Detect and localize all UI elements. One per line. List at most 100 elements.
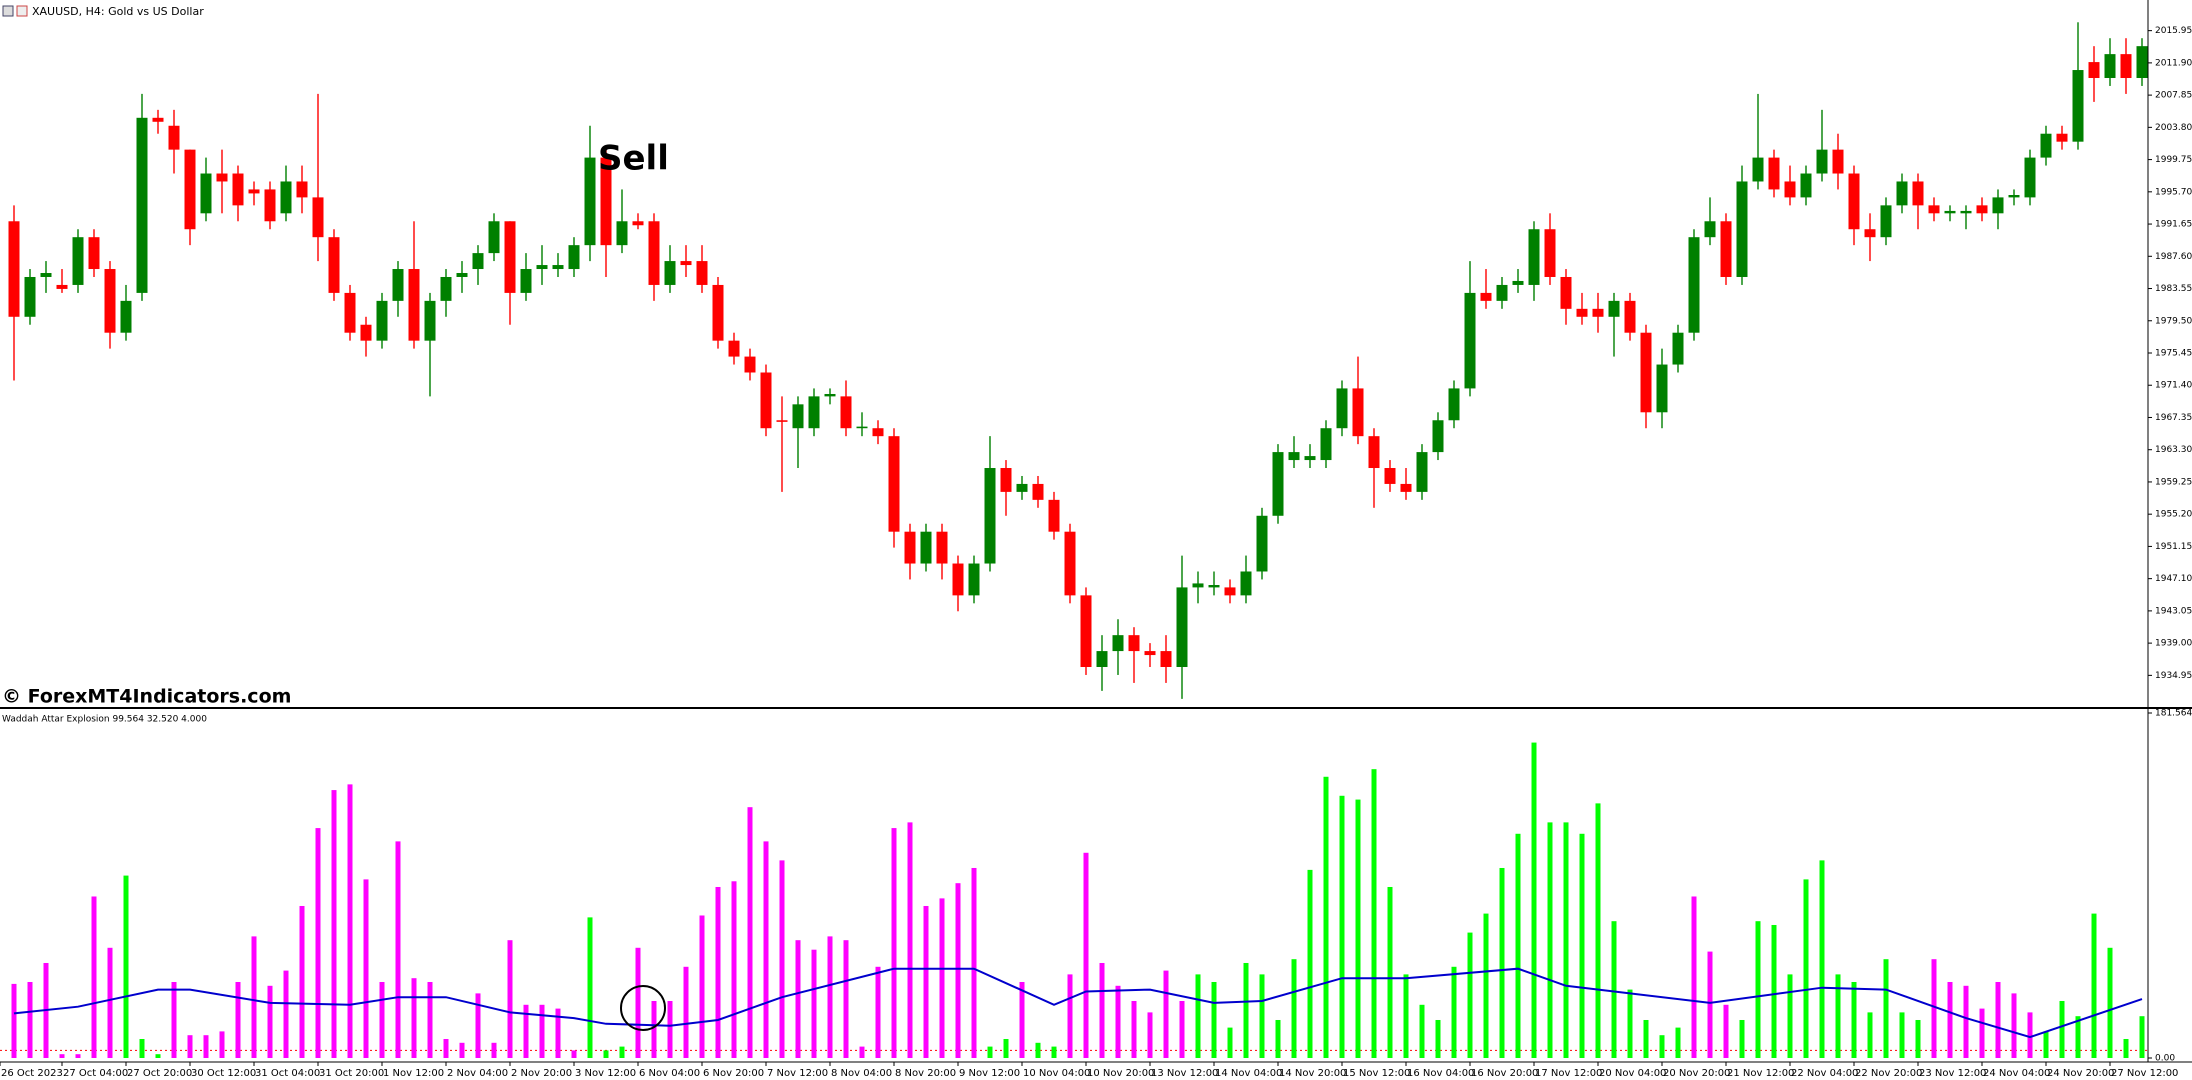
y-tick-label: 1959.25: [2155, 477, 2192, 487]
chart-title: XAUUSD, H4: Gold vs US Dollar: [32, 5, 204, 18]
histogram-bar: [1755, 921, 1761, 1058]
candle-body: [568, 245, 580, 270]
candle-body: [8, 221, 20, 317]
histogram-bar: [1003, 1038, 1009, 1058]
x-tick-label: 2 Nov 04:00: [447, 1068, 508, 1079]
histogram-bar: [699, 915, 705, 1058]
x-tick-label: 7 Nov 12:00: [767, 1068, 828, 1079]
histogram-bar: [2123, 1038, 2129, 1058]
candle-body: [1464, 292, 1476, 389]
x-tick-label: 2 Nov 20:00: [511, 1068, 572, 1079]
histogram-bar: [1563, 822, 1569, 1058]
candle-body: [152, 117, 164, 122]
histogram-bar: [1979, 1008, 1985, 1058]
histogram-bar: [171, 981, 177, 1058]
candle-body: [1656, 364, 1668, 413]
y-tick-label: 2003.80: [2155, 123, 2192, 133]
candle-body: [1512, 280, 1524, 285]
candle-body: [392, 269, 404, 301]
y-tick-label: 1955.20: [2155, 510, 2192, 520]
candle-body: [1304, 456, 1316, 461]
candle-body: [1336, 388, 1348, 429]
candle-body: [552, 265, 564, 270]
candle-body: [1720, 221, 1732, 277]
histogram-bar: [91, 896, 97, 1058]
histogram-bar: [539, 1004, 545, 1058]
candle-body: [808, 396, 820, 429]
y-tick-label: 1967.35: [2155, 413, 2192, 423]
candle-body: [1752, 157, 1764, 182]
candle-body: [2008, 195, 2020, 198]
x-tick-label: 6 Nov 20:00: [703, 1068, 764, 1079]
x-tick-label: 20 Nov 04:00: [1599, 1068, 1666, 1079]
histogram-bar: [1659, 1035, 1665, 1058]
histogram-bar: [1611, 921, 1617, 1058]
candle-body: [504, 221, 516, 293]
candle-body: [936, 531, 948, 564]
candle-body: [168, 125, 180, 150]
candle-body: [1256, 515, 1268, 572]
x-tick-label: 8 Nov 04:00: [831, 1068, 892, 1079]
candle-body: [1368, 436, 1380, 469]
histogram-bar: [939, 898, 945, 1058]
histogram-bar: [379, 981, 385, 1058]
histogram-bar: [395, 841, 401, 1058]
x-tick-label: 16 Nov 04:00: [1407, 1068, 1474, 1079]
candle-body: [472, 253, 484, 270]
candle-body: [664, 261, 676, 285]
histogram-bar: [1739, 1019, 1745, 1058]
histogram-bar: [1451, 966, 1457, 1058]
candle-body: [1672, 332, 1684, 365]
candle-body: [840, 396, 852, 429]
x-tick-label: 22 Nov 20:00: [1855, 1068, 1922, 1079]
histogram-bar: [1211, 981, 1217, 1058]
histogram-bar: [1947, 981, 1953, 1058]
y-tick-label: 181.564: [2155, 709, 2192, 719]
candle-body: [424, 300, 436, 341]
candle-body: [536, 265, 548, 270]
candle-body: [984, 468, 996, 564]
histogram-bar: [1275, 1019, 1281, 1058]
candle-body: [712, 284, 724, 341]
histogram-bar: [219, 1031, 225, 1058]
candle-body: [24, 276, 36, 317]
candle-body: [1640, 332, 1652, 413]
candle-body: [1944, 210, 1956, 214]
histogram-bar: [299, 905, 305, 1058]
candle-body: [1240, 571, 1252, 596]
candle-body: [1496, 284, 1508, 301]
histogram-bar: [491, 1042, 497, 1058]
candle-body: [1064, 531, 1076, 596]
histogram-bar: [251, 936, 257, 1058]
histogram-bar: [859, 1046, 865, 1058]
candle-body: [104, 269, 116, 333]
histogram-bar: [1627, 989, 1633, 1058]
candle-body: [1176, 587, 1188, 667]
candle-body: [2024, 157, 2036, 198]
histogram-bar: [443, 1038, 449, 1058]
histogram-bar: [1691, 896, 1697, 1058]
histogram-bar: [1067, 974, 1073, 1058]
histogram-bar: [2027, 1012, 2033, 1058]
candle-body: [1976, 205, 1988, 214]
y-tick-label: 2015.95: [2155, 26, 2192, 36]
histogram-bar: [571, 1050, 577, 1058]
histogram-bar: [1643, 1019, 1649, 1058]
candle-body: [1848, 173, 1860, 230]
histogram-bar: [891, 828, 897, 1058]
histogram-bar: [1963, 985, 1969, 1058]
histogram-bar: [1499, 867, 1505, 1058]
candle-body: [1144, 651, 1156, 656]
candle-body: [2120, 54, 2132, 79]
histogram-bar: [1467, 932, 1473, 1058]
candle-body: [584, 157, 596, 246]
histogram-bar: [2059, 1000, 2065, 1058]
x-tick-label: 10 Nov 20:00: [1087, 1068, 1154, 1079]
x-tick-label: 17 Nov 12:00: [1535, 1068, 1602, 1079]
histogram-bar: [1419, 1004, 1425, 1058]
candle-body: [792, 404, 804, 429]
candle-body: [440, 276, 452, 301]
y-tick-label: 1979.50: [2155, 316, 2192, 326]
